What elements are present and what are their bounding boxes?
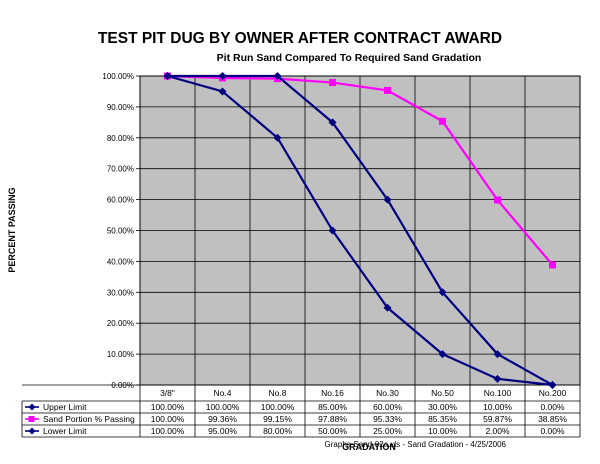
legend-label: Lower Limit — [43, 426, 87, 436]
table-cell-value: 10.00% — [428, 426, 457, 436]
table-cell-value: 100.00% — [151, 402, 185, 412]
x-category-label: No.16 — [321, 388, 344, 398]
y-axis-ticks: 0.00% 10.00% 20.00% 30.00% 40.00% 50.00% 60.00… — [102, 72, 140, 390]
data-point — [439, 117, 446, 125]
table-cell-value: 38.85% — [538, 414, 567, 424]
table-cell-value: 95.33% — [373, 414, 402, 424]
data-point — [383, 195, 392, 204]
y-tick-label: 30.00% — [107, 288, 134, 297]
data-point — [328, 226, 337, 235]
data-point — [273, 133, 282, 142]
table-cell-value: 59.87% — [483, 414, 512, 424]
data-point — [438, 350, 447, 359]
data-point — [493, 350, 502, 359]
y-tick-label: 60.00% — [107, 196, 134, 205]
table-cell-value: 100.00% — [151, 426, 185, 436]
y-tick-label: 10.00% — [107, 350, 134, 359]
table-cell-value: 25.00% — [373, 426, 402, 436]
table-cell-value: 0.00% — [540, 402, 565, 412]
series-line — [167, 74, 553, 387]
data-point — [549, 261, 556, 269]
x-category-label: No.200 — [539, 388, 567, 398]
y-tick-label: 70.00% — [107, 165, 134, 174]
table-cell-value: 97.88% — [318, 414, 347, 424]
legend-marker — [28, 403, 36, 411]
series-line — [167, 74, 554, 386]
y-tick-label: 80.00% — [107, 134, 134, 143]
data-point — [493, 374, 502, 383]
data-point — [384, 86, 391, 94]
table-cell-value: 85.35% — [428, 414, 457, 424]
data-point — [218, 87, 227, 96]
table-cell-value: 100.00% — [206, 402, 240, 412]
y-axis-title: PERCENT PASSING — [7, 187, 17, 272]
series-lines — [163, 72, 557, 389]
data-table: 3/8" No.4 No.8 No.16 No.30 No.50 No.100 No.200 U… — [21, 384, 581, 438]
table-cell-value: 50.00% — [318, 426, 347, 436]
chart-subtitle: Pit Run Sand Compared To Required Sand G… — [217, 52, 482, 64]
file-annotation: Graphs-Sand-02a.xls - Sand Gradation - 4… — [325, 440, 507, 449]
x-axis-title: GRADATION — [342, 442, 396, 452]
table-cell-value: 0.00% — [540, 426, 565, 436]
legend-marker — [28, 427, 36, 435]
legend-label: Upper Limit — [43, 402, 87, 412]
y-tick-label: 0.00% — [111, 381, 134, 390]
data-point — [328, 118, 337, 127]
y-tick-label: 90.00% — [107, 103, 134, 112]
table-cell-value: 60.00% — [373, 402, 402, 412]
y-tick-label: 40.00% — [107, 257, 134, 266]
data-point — [548, 381, 557, 389]
legend-marker — [28, 416, 35, 422]
x-category-label: No.4 — [214, 388, 232, 398]
table-cell-value: 80.00% — [263, 426, 292, 436]
table-cell-value: 85.00% — [318, 402, 347, 412]
data-point — [383, 303, 392, 312]
x-category-label: 3/8" — [160, 388, 175, 398]
x-category-label: No.100 — [484, 388, 512, 398]
table-cell-value: 100.00% — [151, 414, 185, 424]
table-cell-value: 100.00% — [261, 402, 295, 412]
table-cell-value: 95.00% — [208, 426, 237, 436]
y-tick-label: 20.00% — [107, 319, 134, 328]
table-cell-value: 99.36% — [208, 414, 237, 424]
x-category-label: No.30 — [376, 388, 399, 398]
table-cell-value: 99.15% — [263, 414, 292, 424]
data-point — [273, 72, 282, 80]
table-cell-value: 10.00% — [483, 402, 512, 412]
chart-title: TEST PIT DUG BY OWNER AFTER CONTRACT AWA… — [98, 30, 502, 47]
x-category-label: No.50 — [431, 388, 454, 398]
data-point — [438, 288, 447, 297]
table-cell-value: 2.00% — [485, 426, 510, 436]
series-line — [167, 74, 554, 266]
data-point — [163, 72, 172, 80]
legend-label: Sand Portion % Passing — [43, 414, 135, 424]
data-point — [329, 79, 336, 87]
table-cell-value: 30.00% — [428, 402, 457, 412]
y-tick-label: 50.00% — [107, 227, 134, 236]
data-point — [494, 196, 501, 204]
x-category-label: No.8 — [269, 388, 287, 398]
data-point — [218, 72, 227, 80]
y-tick-label: 100.00% — [102, 72, 134, 81]
